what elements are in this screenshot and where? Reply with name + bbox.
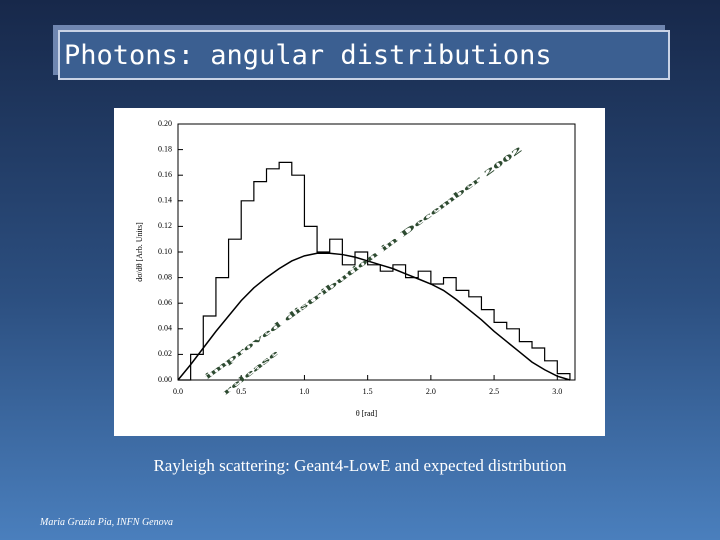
x-tick-label: 1.0: [299, 387, 309, 396]
y-tick-label: 0.00: [158, 375, 172, 384]
y-tick-label: 0.02: [158, 349, 172, 358]
x-tick-label: 0.5: [236, 387, 246, 396]
y-tick-label: 0.18: [158, 144, 172, 153]
data-line: [177, 252, 571, 381]
x-tick-label: 2.5: [489, 387, 499, 396]
x-tick-label: 2.0: [426, 387, 436, 396]
y-tick-label: 0.20: [158, 119, 172, 128]
y-tick-label: 0.04: [158, 324, 172, 333]
title-box: Photons: angular distributions: [58, 30, 670, 80]
slide-title: Photons: angular distributions: [64, 40, 552, 71]
y-tick-label: 0.06: [158, 298, 172, 307]
x-tick-label: 0.0: [173, 387, 183, 396]
x-axis-label: θ [rad]: [356, 409, 378, 418]
x-tick-label: 3.0: [552, 387, 562, 396]
footer: Maria Grazia Pia, INFN Genova: [40, 517, 174, 528]
y-tick-label: 0.14: [158, 196, 172, 205]
y-tick-label: 0.12: [158, 221, 172, 230]
y-tick-label: 0.08: [158, 272, 172, 281]
y-tick-label: 0.10: [158, 247, 172, 256]
caption: Rayleigh scattering: Geant4-LowE and exp…: [153, 456, 567, 475]
y-tick-label: 0.16: [158, 170, 172, 179]
x-tick-label: 1.5: [363, 387, 373, 396]
y-axis-label: dσ/dθ [Arb. Units]: [135, 222, 144, 282]
chart-panel: [114, 108, 605, 436]
